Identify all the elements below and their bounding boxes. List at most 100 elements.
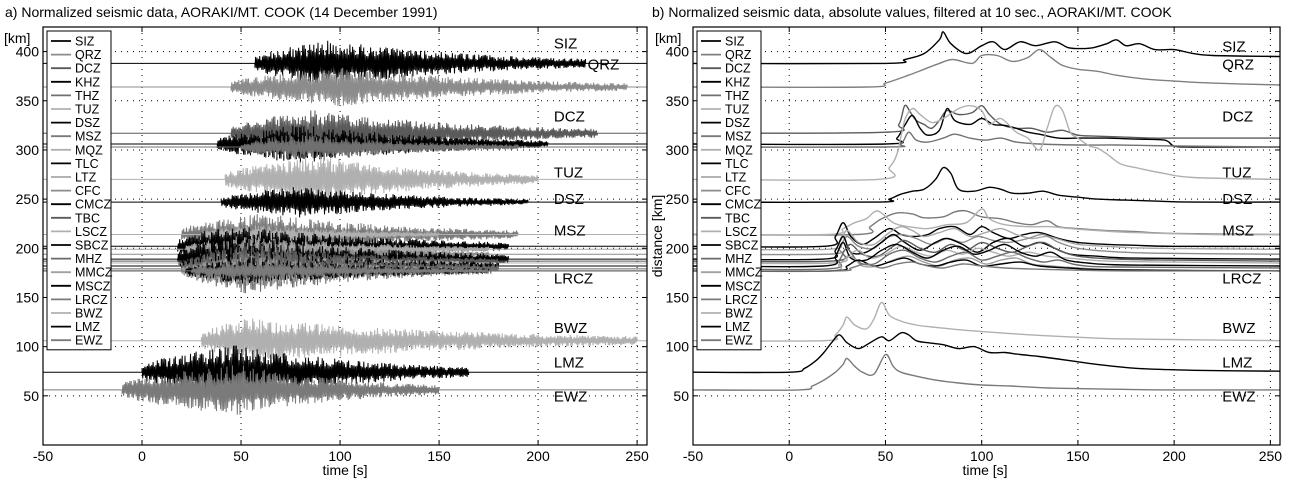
legend-label-ewz: EWZ bbox=[725, 334, 753, 348]
trace-thz bbox=[43, 135, 647, 160]
legend-label-tuz: TUZ bbox=[75, 103, 100, 117]
trace-qrz bbox=[43, 67, 647, 107]
legend-label-mscz: MSCZ bbox=[725, 279, 761, 293]
legend-label-qrz: QRZ bbox=[75, 48, 102, 62]
legend-label-dsz: DSZ bbox=[75, 116, 100, 130]
x-tick-label: 200 bbox=[526, 448, 550, 464]
panel-b-xlabel: time [s] bbox=[962, 462, 1007, 478]
panel-b-grid bbox=[692, 27, 1280, 445]
y-tick-label: 300 bbox=[16, 142, 40, 158]
panel-b-axes: -50 0 50 100 150 200 250 50 100 150 200 250 300 350 40… bbox=[666, 26, 1282, 464]
y-tick-label: 50 bbox=[673, 388, 689, 404]
legend-label-cfc: CFC bbox=[725, 184, 751, 198]
legend-label-bwz: BWZ bbox=[725, 307, 753, 321]
x-tick-label: 0 bbox=[785, 448, 793, 464]
trace-mqz bbox=[43, 225, 647, 244]
legend-label-sbcz: SBCZ bbox=[75, 239, 109, 253]
panel-a-yunit: [km] bbox=[4, 30, 30, 46]
trace-lmz bbox=[693, 331, 1280, 374]
legend-label-ewz: EWZ bbox=[75, 334, 103, 348]
trace-siz bbox=[43, 40, 647, 84]
legend-label-dcz: DCZ bbox=[75, 62, 101, 76]
plot-frame bbox=[42, 26, 648, 446]
legend-label-mscz: MSCZ bbox=[75, 279, 111, 293]
y-tick-label: 300 bbox=[666, 142, 690, 158]
trace-thz bbox=[693, 131, 1280, 148]
trace-bwz bbox=[43, 318, 647, 362]
y-tick-label: 100 bbox=[666, 339, 690, 355]
trace-tuz bbox=[693, 104, 1280, 181]
legend-label-msz: MSZ bbox=[725, 130, 752, 144]
legend-label-khz: KHZ bbox=[75, 75, 100, 89]
station-label-dsz: DSZ bbox=[1222, 191, 1252, 208]
panel-b-traces bbox=[693, 31, 1280, 391]
trace-lscz bbox=[693, 245, 1280, 265]
y-tick-label: 150 bbox=[666, 289, 690, 305]
panel-b-title: b) Normalized seismic data, absolute val… bbox=[652, 4, 1172, 20]
x-tick-label: 150 bbox=[1066, 448, 1090, 464]
legend-label-thz: THZ bbox=[75, 89, 100, 103]
legend-label-mmcz: MMCZ bbox=[75, 266, 113, 280]
legend-label-lrcz: LRCZ bbox=[725, 293, 758, 307]
legend-label-msz: MSZ bbox=[75, 130, 102, 144]
trace-dcz bbox=[43, 110, 647, 156]
legend-label-cfc: CFC bbox=[75, 184, 101, 198]
legend-label-tbc: TBC bbox=[75, 211, 100, 225]
station-label-lrcz: LRCZ bbox=[1222, 271, 1261, 288]
trace-lrcz bbox=[693, 261, 1280, 272]
legend-label-mqz: MQZ bbox=[75, 143, 103, 157]
station-label-qrz: QRZ bbox=[1222, 56, 1254, 73]
panel-a-station-labels: SIZ QRZ DCZ TUZ DSZ MSZ LRCZ BWZ LMZ EWZ bbox=[554, 36, 619, 406]
trace-ewz bbox=[43, 365, 647, 415]
legend-label-tuz: TUZ bbox=[725, 103, 750, 117]
y-tick-label: 200 bbox=[16, 240, 40, 256]
x-tick-label: -50 bbox=[683, 448, 703, 464]
station-label-dcz: DCZ bbox=[554, 108, 585, 125]
station-label-ewz: EWZ bbox=[554, 389, 587, 406]
station-label-tuz: TUZ bbox=[554, 164, 583, 181]
legend-label-lrcz: LRCZ bbox=[75, 293, 108, 307]
legend-label-bwz: BWZ bbox=[75, 307, 103, 321]
legend-label-lmz: LMZ bbox=[725, 320, 750, 334]
panel-b-legend: SIZQRZDCZKHZTHZTUZDSZMSZMQZTLCLTZCFCCMCZ… bbox=[696, 30, 763, 351]
trace-khz bbox=[693, 107, 1280, 148]
station-label-ewz: EWZ bbox=[1222, 389, 1255, 406]
legend-label-dcz: DCZ bbox=[725, 62, 751, 76]
station-label-dsz: DSZ bbox=[554, 191, 584, 208]
station-label-bwz: BWZ bbox=[1222, 320, 1255, 337]
trace-tuz bbox=[43, 156, 647, 203]
trace-sbcz bbox=[693, 241, 1280, 268]
x-tick-label: -50 bbox=[33, 448, 53, 464]
legend-label-lmz: LMZ bbox=[75, 320, 100, 334]
legend-label-tlc: TLC bbox=[725, 157, 749, 171]
legend-label-qrz: QRZ bbox=[725, 48, 752, 62]
y-tick-label: 250 bbox=[16, 191, 40, 207]
station-label-siz: SIZ bbox=[1222, 39, 1245, 56]
legend-label-cmcz: CMCZ bbox=[725, 198, 761, 212]
trace-dcz bbox=[693, 104, 1280, 139]
legend-label-thz: THZ bbox=[725, 89, 750, 103]
legend-label-mqz: MQZ bbox=[725, 143, 753, 157]
x-tick-label: 200 bbox=[1162, 448, 1186, 464]
panel-a-legend: SIZQRZDCZKHZTHZTUZDSZMSZMQZTLCLTZCFCCMCZ… bbox=[46, 30, 113, 351]
trace-siz bbox=[693, 31, 1280, 65]
y-tick-label: 200 bbox=[666, 240, 690, 256]
station-label-siz: SIZ bbox=[554, 36, 577, 53]
station-label-lrcz: LRCZ bbox=[554, 271, 593, 288]
y-tick-label: 400 bbox=[16, 44, 40, 60]
legend-label-mhz: MHZ bbox=[75, 252, 102, 266]
station-label-dcz: DCZ bbox=[1222, 108, 1253, 125]
x-tick-label: 50 bbox=[878, 448, 894, 464]
panel-b-yunit: [km] bbox=[655, 30, 681, 46]
y-tick-label: 350 bbox=[16, 93, 40, 109]
trace-bwz bbox=[693, 301, 1280, 342]
trace-dsz bbox=[43, 187, 647, 218]
trace-dsz bbox=[693, 166, 1280, 204]
legend-label-cmcz: CMCZ bbox=[75, 198, 111, 212]
station-label-lmz: LMZ bbox=[1222, 354, 1252, 371]
trace-ewz bbox=[693, 353, 1280, 391]
legend-label-ltz: LTZ bbox=[725, 171, 747, 185]
x-tick-label: 0 bbox=[138, 448, 146, 464]
